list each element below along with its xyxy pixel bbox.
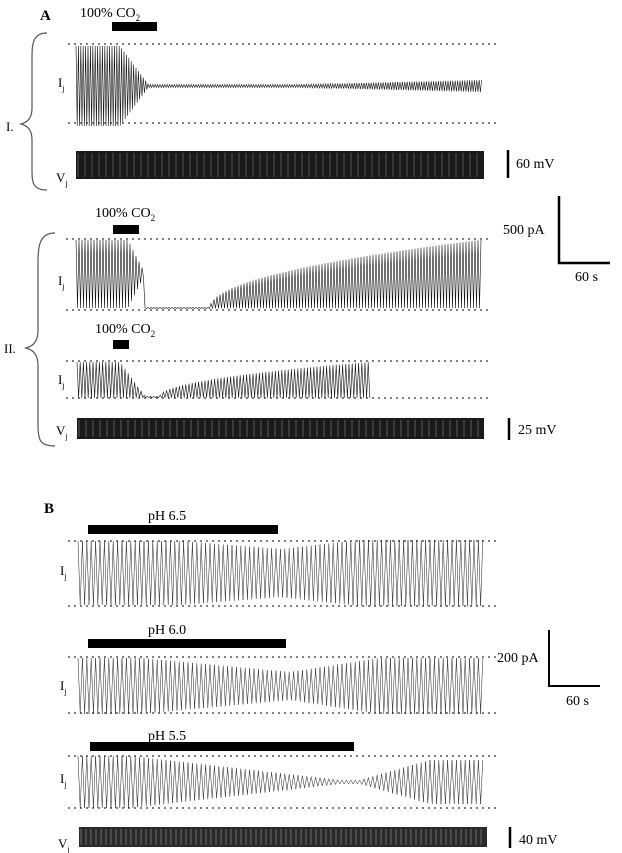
co2-label-a2: 100% CO2 [95, 206, 155, 223]
ph-label-3: pH 5.5 [148, 729, 186, 744]
a3-ij-label: Ij [58, 372, 65, 390]
group-2-label: II. [4, 341, 16, 356]
scale-25mv-label: 25 mV [518, 423, 557, 438]
co2-label-a1: 100% CO2 [80, 6, 140, 23]
scale-bar-500pa-60s [557, 196, 610, 265]
b-voltage-pulses [80, 829, 482, 845]
a2-ij-label: Ij [58, 273, 65, 291]
b2-junctional-current-trace [77, 657, 484, 715]
a3-junctional-current-trace [76, 361, 371, 399]
scale-60s-label-a: 60 s [575, 270, 598, 285]
co2-bar-a1 [112, 22, 157, 31]
a1-vj-label: Vj [56, 170, 68, 188]
b1-ij-label: Ij [60, 563, 67, 581]
co2-bar-a2 [113, 225, 139, 234]
ph-bar-2 [88, 639, 286, 648]
scale-60s-label-b: 60 s [566, 694, 589, 709]
a1-voltage-pulses [77, 153, 478, 177]
a2-voltage-pulses [78, 420, 479, 437]
ph-label-1: pH 6.5 [148, 509, 186, 524]
ph-bar-1 [88, 525, 278, 534]
ph-label-2: pH 6.0 [148, 623, 186, 638]
scale-40mv-label: 40 mV [519, 833, 558, 848]
b1-junctional-current-trace [77, 539, 484, 607]
scale-200pa-label: 200 pA [497, 651, 540, 666]
b3-junctional-current-trace [77, 755, 484, 809]
scale-bar-200pa-60s [548, 630, 600, 687]
panel-a-label: A [40, 8, 51, 24]
group-1-brace [18, 32, 48, 191]
scale-500pa-label: 500 pA [503, 223, 546, 238]
group-1-label: I. [6, 119, 14, 134]
a1-voltage-trace [76, 151, 484, 179]
co2-bar-a3 [113, 340, 129, 349]
a2-vj-label: Vj [56, 423, 68, 441]
a2-voltage-trace [77, 418, 484, 439]
co2-label-a3: 100% CO2 [95, 322, 155, 339]
b-vj-label: Vj [58, 836, 70, 853]
a1-ij-label: Ij [58, 75, 65, 93]
b3-ij-label: Ij [60, 771, 67, 789]
a2-junctional-current-trace [75, 239, 482, 309]
scale-60mv-label: 60 mV [516, 157, 555, 172]
panel-b-label: B [44, 501, 54, 517]
group-2-brace [23, 232, 56, 447]
ph-bar-3 [90, 742, 354, 751]
a1-junctional-current-trace [75, 45, 482, 127]
b2-ij-label: Ij [60, 678, 67, 696]
